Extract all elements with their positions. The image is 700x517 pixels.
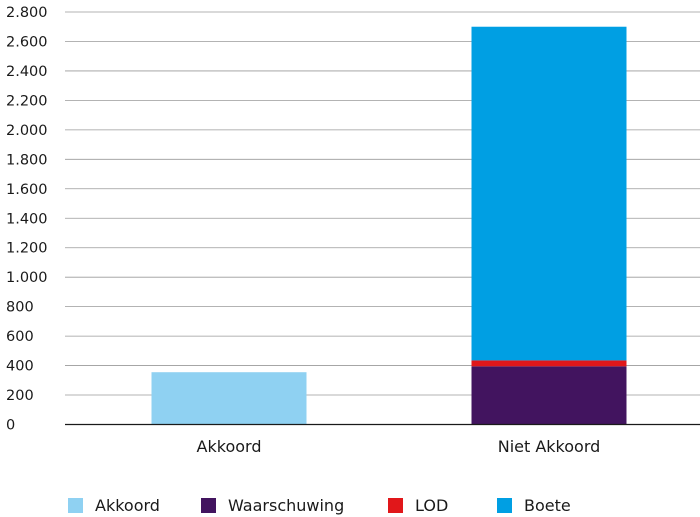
- y-axis-ticks: 0 200 400 600 800 1.000 1.200 1.400 1.600 1.800 2.…: [6, 5, 48, 434]
- y-tick-label: 1.400: [6, 211, 48, 227]
- y-tick-label: 1.600: [6, 182, 48, 198]
- legend: Akkoord Waarschuwing LOD Boete: [68, 496, 571, 515]
- y-tick-label: 600: [6, 329, 34, 345]
- x-axis-categories: Akkoord Niet Akkoord: [197, 437, 601, 456]
- legend-label: LOD: [415, 496, 448, 515]
- bar-segment: [151, 372, 307, 425]
- y-tick-label: 200: [6, 388, 34, 404]
- y-tick-label: 1.000: [6, 270, 48, 286]
- x-category-label: Akkoord: [197, 437, 262, 456]
- y-tick-label: 2.800: [6, 5, 48, 21]
- legend-label: Waarschuwing: [228, 496, 344, 515]
- legend-item: Boete: [497, 496, 571, 515]
- legend-item: Akkoord: [68, 496, 160, 515]
- legend-item: Waarschuwing: [201, 496, 344, 515]
- y-tick-label: 0: [6, 418, 15, 434]
- bar-segment: [471, 26, 627, 361]
- y-tick-label: 2.200: [6, 93, 48, 109]
- bars: [151, 26, 627, 425]
- legend-swatch: [388, 498, 403, 513]
- legend-label: Boete: [524, 496, 571, 515]
- y-tick-label: 1.800: [6, 152, 48, 168]
- y-tick-label: 1.200: [6, 241, 48, 257]
- y-tick-label: 400: [6, 359, 34, 375]
- legend-swatch: [497, 498, 512, 513]
- legend-swatch: [68, 498, 83, 513]
- y-tick-label: 800: [6, 300, 34, 316]
- x-category-label: Niet Akkoord: [498, 437, 601, 456]
- y-tick-label: 2.600: [6, 34, 48, 50]
- legend-item: LOD: [388, 496, 448, 515]
- bar-segment: [471, 360, 627, 367]
- bar-segment: [471, 366, 627, 425]
- y-tick-label: 2.000: [6, 123, 48, 139]
- legend-swatch: [201, 498, 216, 513]
- y-tick-label: 2.400: [6, 64, 48, 80]
- legend-label: Akkoord: [95, 496, 160, 515]
